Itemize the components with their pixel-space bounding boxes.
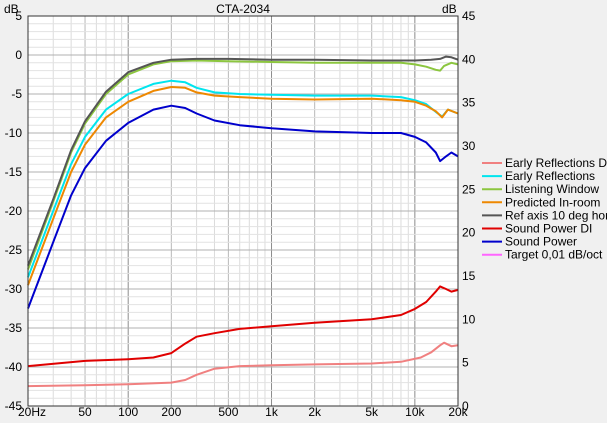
y-left-tick-label: -30 xyxy=(5,282,23,296)
y-left-tick-label: -40 xyxy=(5,360,23,374)
x-tick-label: 2k xyxy=(308,405,322,418)
x-tick-label: 5k xyxy=(365,405,379,418)
y-left-unit: dB xyxy=(4,2,19,16)
y-left-tick-label: -20 xyxy=(5,204,23,218)
x-tick-label: 100 xyxy=(118,405,138,418)
legend-label-listening-window: Listening Window xyxy=(505,182,599,196)
y-left-tick-label: -5 xyxy=(11,87,22,101)
legend-label-early-reflections-di: Early Reflections DI xyxy=(505,156,607,170)
x-tick-label: 10k xyxy=(405,405,425,418)
y-right-tick-label: 0 xyxy=(462,399,469,413)
y-left-tick-label: -10 xyxy=(5,126,23,140)
y-left-tick-label: 0 xyxy=(15,48,22,62)
series-line-early-reflections-di xyxy=(27,341,459,388)
series-line-predicted-in-room xyxy=(27,86,459,286)
legend-label-ref-axis-10-deg-hor: Ref axis 10 deg hor xyxy=(505,208,607,222)
chart-title: CTA-2034 xyxy=(216,2,270,16)
y-right-tick-label: 5 xyxy=(462,356,469,370)
y-left-tick-label: -15 xyxy=(5,165,23,179)
x-tick-label: 200 xyxy=(161,405,181,418)
y-left-tick-label: -35 xyxy=(5,321,23,335)
y-right-tick-label: 25 xyxy=(462,182,476,196)
y-left-tick-label: -45 xyxy=(5,399,23,413)
series-line-ref-axis-10-deg-hor xyxy=(27,55,459,266)
x-tick-label: 500 xyxy=(218,405,238,418)
y-right-tick-label: 40 xyxy=(462,52,476,66)
y-right-tick-label: 30 xyxy=(462,139,476,153)
y-left-tick-label: 5 xyxy=(15,9,22,23)
y-right-unit: dB xyxy=(442,2,457,16)
y-right-tick-label: 15 xyxy=(462,269,476,283)
legend-label-sound-power-di: Sound Power DI xyxy=(505,222,592,236)
y-right-tick-label: 45 xyxy=(462,9,476,23)
x-tick-label: 20Hz xyxy=(18,405,46,418)
legend-label-target-0-01-db-oct: Target 0,01 dB/oct xyxy=(505,248,603,262)
x-tick-label: 50 xyxy=(78,405,92,418)
series-line-sound-power xyxy=(27,104,459,309)
y-right-tick-label: 20 xyxy=(462,226,476,240)
legend-label-early-reflections: Early Reflections xyxy=(505,169,595,183)
series-layer xyxy=(27,55,459,388)
legend-label-predicted-in-room: Predicted In-room xyxy=(505,195,600,209)
legend-label-sound-power: Sound Power xyxy=(505,235,577,249)
y-right-tick-label: 10 xyxy=(462,312,476,326)
series-line-listening-window xyxy=(27,59,459,270)
plot-border xyxy=(27,15,459,407)
y-left-tick-label: -25 xyxy=(5,243,23,257)
y-right-tick-label: 35 xyxy=(462,96,476,110)
x-tick-label: 20k xyxy=(448,405,468,418)
grid xyxy=(27,15,459,407)
series-line-sound-power-di xyxy=(27,285,459,368)
x-tick-label: 1k xyxy=(265,405,279,418)
